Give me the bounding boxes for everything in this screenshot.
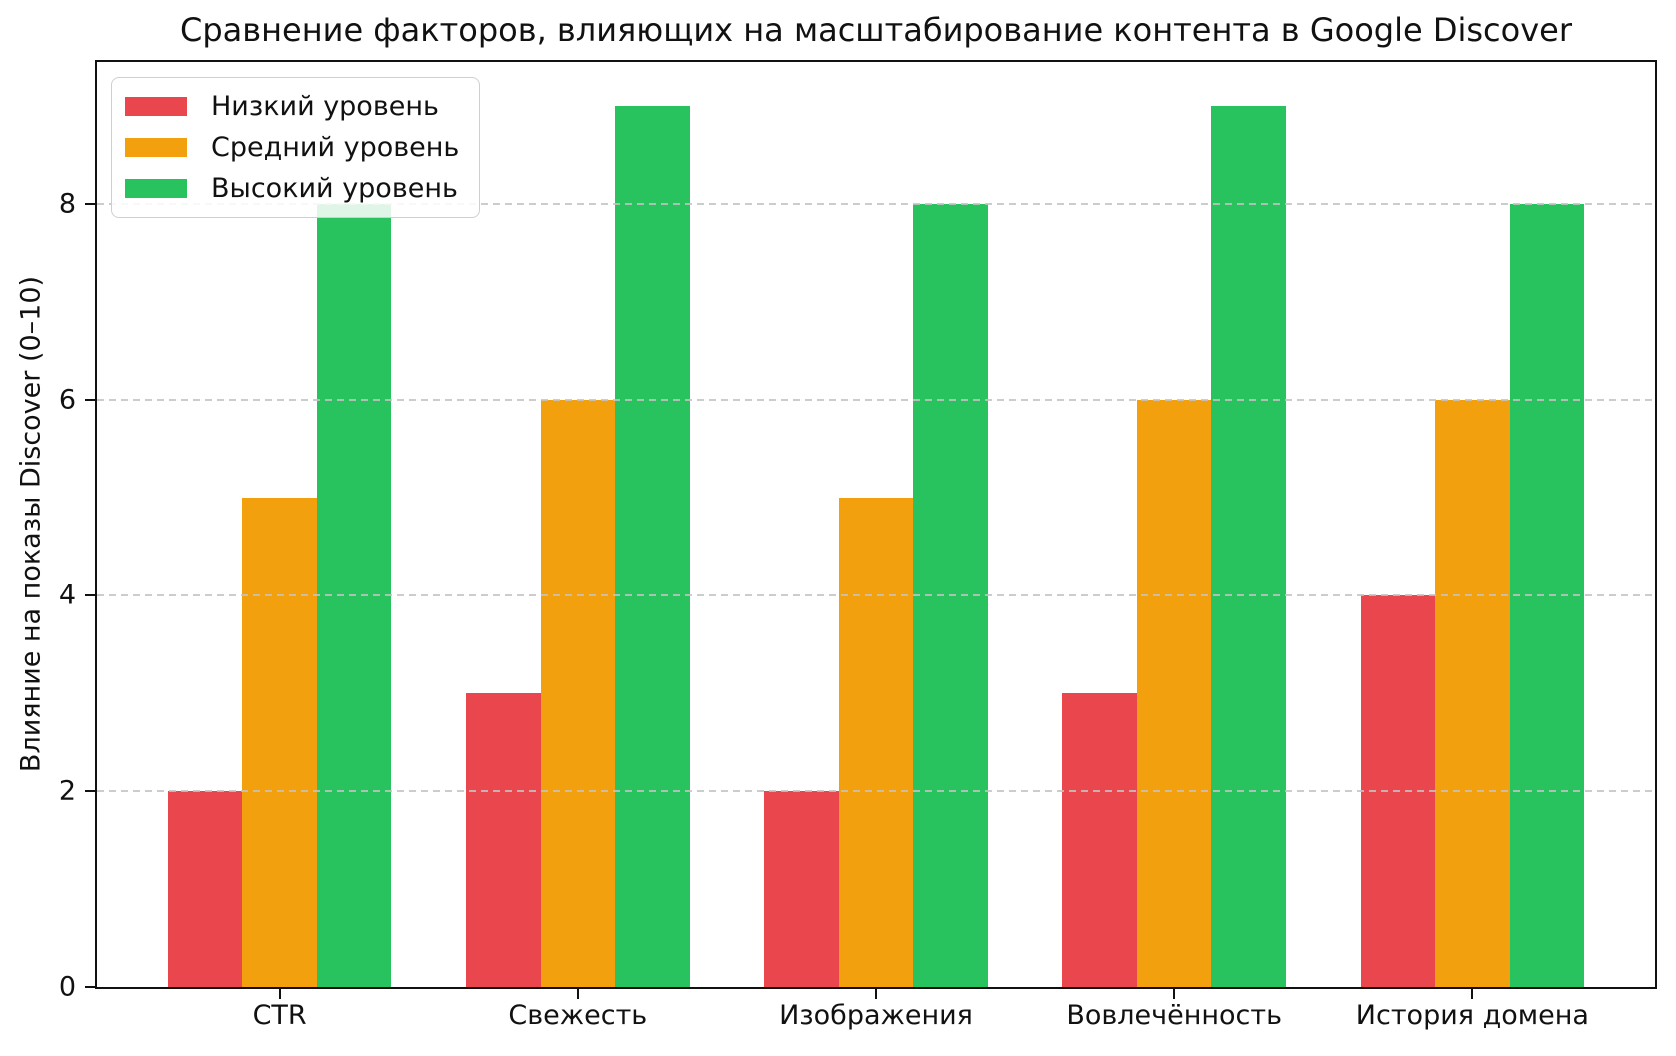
x-tick-mark [1173, 989, 1176, 999]
bar-Высокий уровень-Вовлечённость [1211, 106, 1286, 987]
y-tick-mark [85, 594, 95, 597]
y-tick-mark [85, 398, 95, 401]
legend-swatch-icon [125, 179, 187, 198]
y-tick-label: 4 [58, 579, 76, 611]
x-tick-label-Свежесть: Свежесть [508, 1000, 648, 1031]
legend-swatch-icon [125, 97, 187, 116]
x-tick-mark [1471, 989, 1474, 999]
y-tick-label: 0 [58, 971, 76, 1003]
x-tick-mark [875, 989, 877, 999]
x-tick-label-История домена: История домена [1355, 1000, 1589, 1031]
legend-label: Низкий уровень [211, 91, 439, 122]
legend-item: Средний уровень [125, 132, 459, 163]
chart-title: Сравнение факторов, влияющих на масштаби… [179, 11, 1572, 49]
plot-area: Низкий уровень Средний уровень Высокий уро… [95, 60, 1657, 989]
bar-Средний уровень-Вовлечённость [1136, 399, 1212, 987]
y-tick-label: 6 [58, 384, 76, 416]
y-tick-mark [85, 202, 95, 205]
bar-Низкий уровень-Свежесть [466, 693, 541, 987]
bar-Средний уровень-Свежесть [540, 399, 616, 987]
gridline-2 [97, 790, 1655, 793]
bar-Низкий уровень-Вовлечённость [1062, 693, 1137, 987]
x-tick-label-Изображения: Изображения [779, 1000, 973, 1031]
x-tick-mark [278, 989, 281, 999]
bar-Средний уровень-Изображения [838, 497, 914, 987]
y-tick-label: 2 [58, 775, 76, 807]
bar-Низкий уровень-Изображения [764, 791, 839, 987]
gridline-6 [97, 398, 1655, 401]
x-tick-mark [576, 989, 579, 999]
y-tick-mark [85, 986, 95, 988]
legend-item: Высокий уровень [125, 173, 459, 204]
legend: Низкий уровень Средний уровень Высокий уро… [111, 77, 481, 218]
legend-label: Высокий уровень [211, 173, 458, 204]
x-tick-label-CTR: CTR [252, 1000, 307, 1031]
bar-Низкий уровень-CTR [167, 791, 243, 987]
legend-item: Низкий уровень [125, 91, 459, 122]
x-tick-label-Вовлечённость: Вовлечённость [1066, 1000, 1283, 1031]
y-tick-mark [85, 790, 95, 793]
bar-Средний уровень-CTR [242, 497, 317, 987]
legend-label: Средний уровень [211, 132, 460, 163]
bar-Высокий уровень-Свежесть [615, 106, 690, 987]
gridline-4 [97, 594, 1655, 597]
gridline-8 [97, 202, 1655, 205]
y-axis-label: Влияние на показы Discover (0–10) [15, 275, 47, 773]
bar-Средний уровень-История домена [1435, 399, 1510, 987]
legend-swatch-icon [125, 138, 187, 157]
y-tick-label: 8 [58, 188, 76, 220]
